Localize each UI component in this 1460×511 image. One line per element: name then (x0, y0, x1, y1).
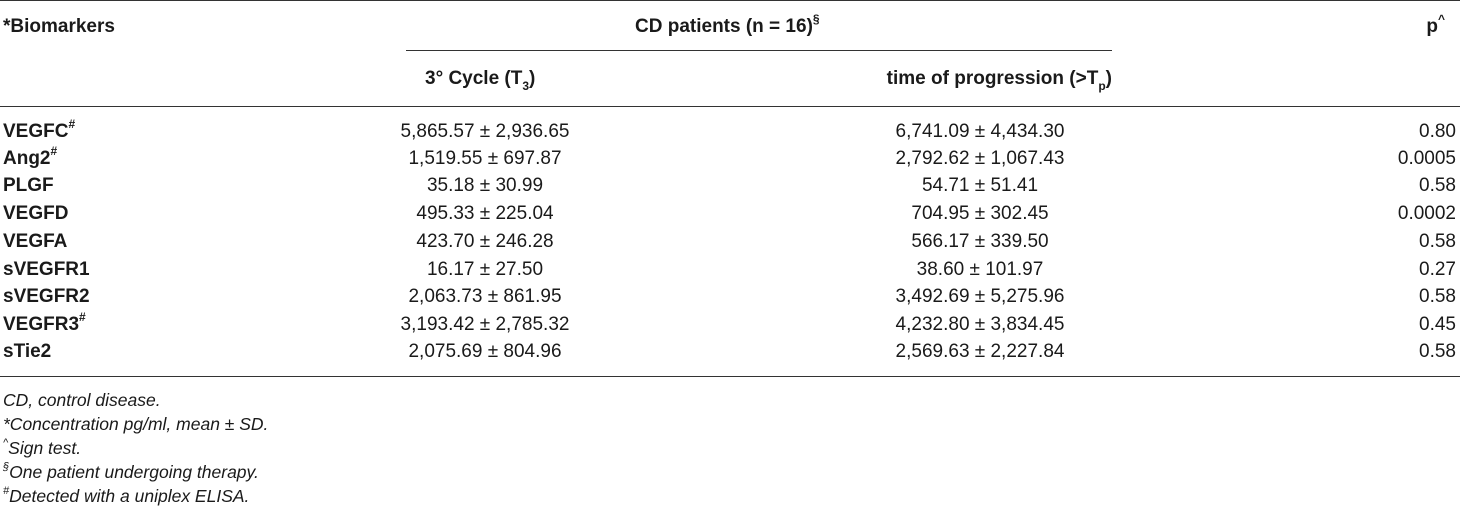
header-col-t3-end: ) (529, 68, 536, 89)
footnotes: CD, control disease. *Concentration pg/m… (3, 388, 268, 508)
p-value: 0.58 (1419, 341, 1456, 362)
tp-value: 566.17 ± 339.50 (911, 231, 1049, 252)
tp-value: 704.95 ± 302.45 (911, 203, 1049, 224)
footnote: #Detected with a uniplex ELISA. (3, 485, 250, 506)
footnote: *Concentration pg/ml, mean ± SD. (3, 414, 269, 434)
biomarker-name: PLGF (3, 175, 54, 196)
table-row: sTie2 2,075.69 ± 804.96 2,569.63 ± 2,227… (0, 338, 1460, 365)
p-value: 0.58 (1419, 231, 1456, 252)
header-p-sup: ^ (1437, 11, 1445, 26)
p-value: 0.0005 (1397, 148, 1456, 169)
table-row: VEGFC# 5,865.57 ± 2,936.65 6,741.09 ± 4,… (0, 118, 1460, 145)
t3-value: 1,519.55 ± 697.87 (408, 148, 562, 169)
footnote: ^Sign test. (3, 437, 82, 458)
table-row: PLGF 35.18 ± 30.99 54.71 ± 51.41 0.58 (0, 172, 1460, 199)
p-value: 0.27 (1419, 259, 1456, 280)
header-col-t3-main: 3° Cycle (T (425, 68, 523, 89)
header-col-tp-main: time of progression (>T (886, 68, 1099, 89)
biomarker-name: Ang2# (3, 143, 58, 169)
biomarker-name: VEGFA (3, 231, 68, 252)
table-bottom-rule (0, 376, 1460, 377)
p-value: 0.80 (1419, 121, 1456, 142)
p-value: 0.0002 (1397, 203, 1456, 224)
header-col-t3-sub: 3 (522, 78, 530, 93)
tp-value: 2,792.62 ± 1,067.43 (895, 148, 1065, 169)
tp-value: 2,569.63 ± 2,227.84 (895, 341, 1065, 362)
t3-value: 495.33 ± 225.04 (416, 203, 554, 224)
table-row: sVEGFR2 2,063.73 ± 861.95 3,492.69 ± 5,2… (0, 283, 1460, 310)
header-group-sup: § (812, 11, 820, 26)
table-row: Ang2# 1,519.55 ± 697.87 2,792.62 ± 1,067… (0, 145, 1460, 172)
header-p: p^ (1426, 13, 1445, 38)
t3-value: 2,063.73 ± 861.95 (408, 286, 562, 307)
t3-value: 16.17 ± 27.50 (426, 259, 544, 280)
header-p-text: p (1426, 16, 1438, 37)
header-col-tp: time of progression (>Tp) (886, 68, 1112, 93)
p-value: 0.45 (1419, 314, 1456, 335)
table-row: VEGFR3# 3,193.42 ± 2,785.32 4,232.80 ± 3… (0, 311, 1460, 338)
t3-value: 3,193.42 ± 2,785.32 (400, 314, 570, 335)
footnote: §One patient undergoing therapy. (3, 461, 259, 482)
tp-value: 54.71 ± 51.41 (921, 175, 1039, 196)
table-row: VEGFA 423.70 ± 246.28 566.17 ± 339.50 0.… (0, 228, 1460, 255)
table-row: sVEGFR1 16.17 ± 27.50 38.60 ± 101.97 0.2… (0, 256, 1460, 283)
p-value: 0.58 (1419, 175, 1456, 196)
tp-value: 6,741.09 ± 4,434.30 (895, 121, 1065, 142)
header-col-tp-end: ) (1105, 68, 1112, 89)
table-row: VEGFD 495.33 ± 225.04 704.95 ± 302.45 0.… (0, 200, 1460, 227)
tp-value: 38.60 ± 101.97 (916, 259, 1044, 280)
header-group-text: CD patients (n = 16) (635, 16, 813, 37)
t3-value: 5,865.57 ± 2,936.65 (400, 121, 570, 142)
header-biomarkers-text: *Biomarkers (3, 16, 115, 37)
header-col-tp-sub: p (1098, 78, 1106, 93)
t3-value: 35.18 ± 30.99 (426, 175, 544, 196)
tp-value: 3,492.69 ± 5,275.96 (895, 286, 1065, 307)
biomarker-name: sVEGFR1 (3, 259, 90, 280)
p-value: 0.58 (1419, 286, 1456, 307)
biomarker-name: VEGFR3# (3, 309, 86, 335)
t3-value: 423.70 ± 246.28 (416, 231, 554, 252)
group-rule (406, 50, 1112, 51)
biomarker-name: sTie2 (3, 341, 52, 362)
biomarker-name: sVEGFR2 (3, 286, 90, 307)
header-bottom-rule (0, 106, 1460, 107)
biomarker-name: VEGFD (3, 203, 69, 224)
header-biomarkers: *Biomarkers (3, 16, 115, 38)
header-group: CD patients (n = 16)§ (635, 13, 820, 38)
tp-value: 4,232.80 ± 3,834.45 (895, 314, 1065, 335)
header-col-t3: 3° Cycle (T3) (425, 68, 536, 93)
t3-value: 2,075.69 ± 804.96 (408, 341, 562, 362)
footnote: CD, control disease. (3, 390, 161, 410)
biomarker-name: VEGFC# (3, 116, 76, 142)
top-rule (0, 0, 1460, 1)
